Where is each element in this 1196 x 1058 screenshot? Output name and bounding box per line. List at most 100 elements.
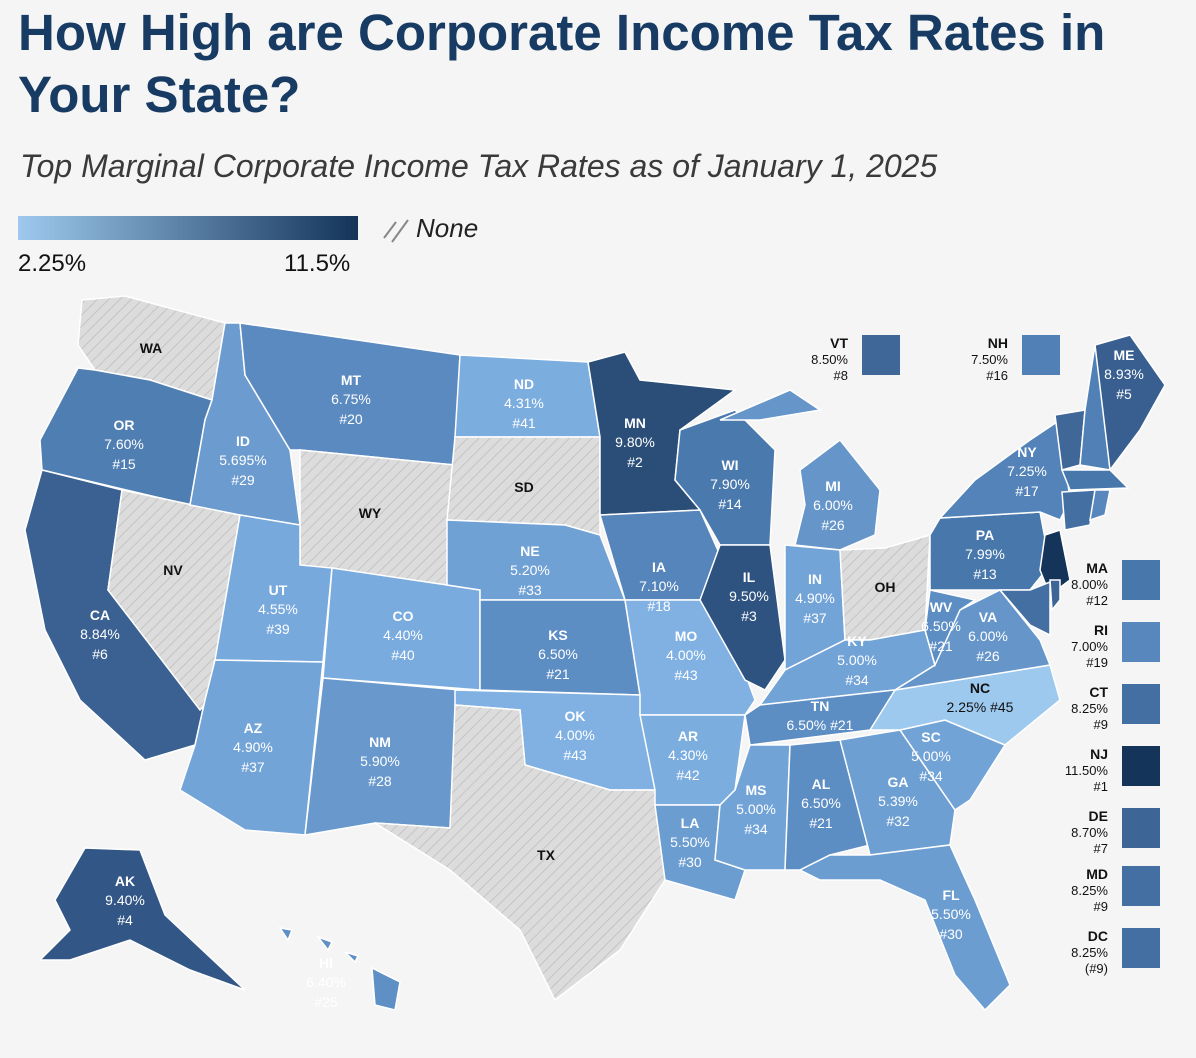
- state-rate-il: 9.50%: [729, 588, 769, 604]
- legend-min-label: 2.25%: [18, 250, 87, 277]
- state-label-ak: AK 9.40% #4: [105, 873, 145, 928]
- state-abbr-ks: KS: [548, 627, 567, 643]
- small-state-rate: 8.25%: [1071, 701, 1108, 716]
- state-label-oh: OH: [875, 579, 896, 595]
- small-state-rank: #9: [1093, 717, 1108, 732]
- state-wa-shape: [77, 295, 226, 401]
- state-nd-shape: [454, 354, 601, 438]
- small-state-abbr: MA: [1086, 560, 1108, 576]
- state-rank-ca: #6: [92, 646, 108, 662]
- state-abbr-la: LA: [681, 815, 700, 831]
- state-rate-me: 8.93%: [1104, 366, 1144, 382]
- state-abbr-sd: SD: [514, 479, 533, 495]
- state-rank-ne: #33: [518, 582, 542, 598]
- state-rank-ms: #34: [744, 821, 768, 837]
- state-rate-sc: 5.00%: [911, 748, 951, 764]
- state-la-shape: [654, 804, 746, 901]
- state-label-ar: AR 4.30% #42: [668, 728, 708, 783]
- state-wy-shape: [299, 449, 456, 586]
- state-abbr-nv: NV: [163, 562, 183, 578]
- small-state-swatch: [1122, 746, 1160, 786]
- small-state-rate: 8.25%: [1071, 945, 1108, 960]
- state-label-la: LA 5.50% #30: [670, 815, 710, 870]
- state-rank-hi: #25: [314, 994, 338, 1010]
- small-state-label: MD 8.25% #9: [1071, 866, 1108, 915]
- small-state-abbr: MD: [1086, 866, 1108, 882]
- state-rate-mt: 6.75%: [331, 391, 371, 407]
- small-state-ma: MA 8.00% #12: [1020, 560, 1160, 616]
- state-label-tn: TN 6.50% #21: [787, 698, 854, 733]
- state-rate-nm: 5.90%: [360, 753, 400, 769]
- state-rate-rank-nc: 2.25% #45: [947, 699, 1014, 715]
- state-abbr-ms: MS: [746, 782, 767, 798]
- state-rank-sc: #34: [919, 768, 943, 784]
- state-abbr-mt: MT: [341, 372, 362, 388]
- state-ky-shape: [758, 629, 936, 706]
- state-ca-shape: [24, 469, 206, 761]
- state-label-nd: ND 4.31% #41: [504, 376, 544, 431]
- state-al-shape: [784, 739, 871, 871]
- state-label-nc: NC 2.25% #45: [947, 680, 1014, 715]
- state-label-ky: KY 5.00% #34: [837, 633, 877, 688]
- state-rate-mi: 6.00%: [813, 497, 853, 513]
- state-mo-shape: [624, 599, 756, 716]
- state-ga-shape: [839, 729, 956, 856]
- small-state-dc: DC 8.25% (#9): [1020, 928, 1160, 984]
- state-abbr-va: VA: [979, 609, 997, 625]
- state-label-ne: NE 5.20% #33: [510, 543, 550, 598]
- state-label-az: AZ 4.90% #37: [233, 720, 273, 775]
- state-abbr-hi: HI: [319, 955, 333, 971]
- small-state-rank: #8: [833, 368, 848, 383]
- state-ms-shape: [714, 744, 791, 871]
- small-state-abbr: VT: [830, 335, 848, 351]
- state-wi-shape: [674, 409, 776, 546]
- small-state-rate: 8.25%: [1071, 883, 1108, 898]
- state-ny-shape: [938, 418, 1071, 521]
- state-abbr-sc: SC: [921, 729, 940, 745]
- small-state-label: VT 8.50% #8: [811, 335, 848, 384]
- state-rank-ga: #32: [886, 813, 910, 829]
- state-sd-shape: [446, 436, 601, 536]
- state-rank-wv: #21: [929, 638, 953, 654]
- state-rank-ks: #21: [546, 666, 570, 682]
- small-state-swatch: [1122, 866, 1160, 906]
- state-tx-shape: [374, 704, 666, 1002]
- state-label-ia: IA 7.10% #18: [639, 559, 679, 614]
- state-ma-shape: [1060, 469, 1130, 491]
- state-rank-co: #40: [391, 647, 415, 663]
- small-state-swatch: [1122, 808, 1160, 848]
- state-abbr-wy: WY: [359, 505, 382, 521]
- state-ut-shape: [214, 514, 333, 663]
- state-rank-mt: #20: [339, 411, 363, 427]
- state-abbr-fl: FL: [942, 887, 960, 903]
- legend-none-label: None: [416, 213, 479, 243]
- state-label-ms: MS 5.00% #34: [736, 782, 776, 837]
- state-label-fl: FL 5.50% #30: [931, 887, 971, 942]
- state-rank-mi: #26: [821, 517, 845, 533]
- state-oh-shape: [839, 533, 931, 641]
- state-rank-la: #30: [678, 854, 702, 870]
- state-il-shape: [699, 544, 786, 691]
- small-state-rank: #16: [986, 368, 1008, 383]
- state-mn-shape: [587, 351, 738, 516]
- small-state-ri: RI 7.00% #19: [1020, 622, 1160, 678]
- state-ok-shape: [454, 689, 656, 791]
- state-label-sd: SD: [514, 479, 533, 495]
- legend-max-label: 11.5%: [284, 250, 351, 277]
- small-state-rate: 7.50%: [971, 352, 1008, 367]
- small-state-label: DC 8.25% (#9): [1071, 928, 1108, 977]
- state-rank-ar: #42: [676, 767, 700, 783]
- state-ne-shape: [446, 519, 627, 601]
- state-rate-pa: 7.99%: [965, 546, 1005, 562]
- state-mt-shape: [239, 322, 461, 466]
- small-state-rank: #19: [1086, 655, 1108, 670]
- state-rate-wv: 6.50%: [921, 618, 961, 634]
- small-state-label: CT 8.25% #9: [1071, 684, 1108, 733]
- state-abbr-wa: WA: [140, 340, 163, 356]
- state-label-ut: UT 4.55% #39: [258, 582, 298, 637]
- small-state-rank: #7: [1093, 841, 1108, 856]
- state-in-shape: [784, 544, 846, 672]
- state-abbr-mn: MN: [624, 415, 646, 431]
- state-abbr-tx: TX: [537, 847, 556, 863]
- state-rank-in: #37: [803, 610, 827, 626]
